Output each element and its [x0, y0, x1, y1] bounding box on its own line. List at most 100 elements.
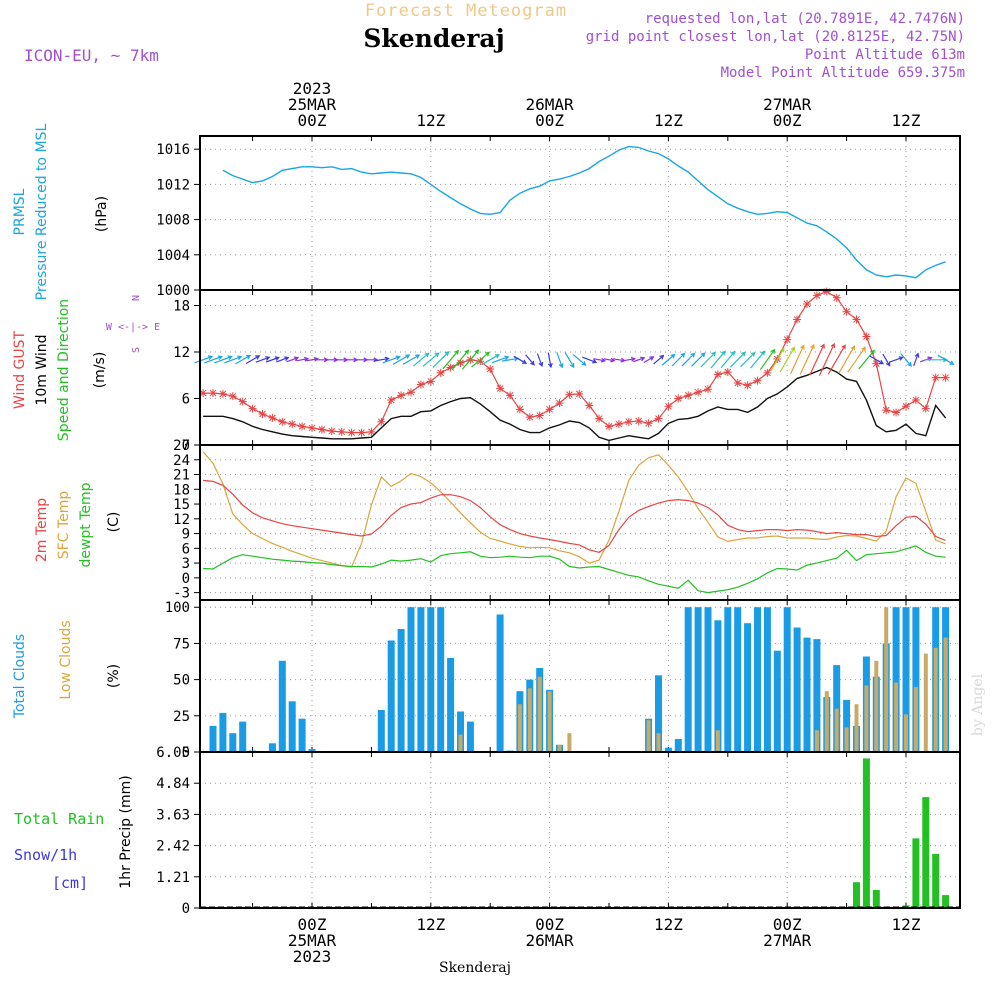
wind-arrow [471, 351, 490, 368]
gust-marker [704, 385, 712, 394]
wind-arrow [759, 348, 776, 371]
gust-marker [565, 390, 574, 399]
gust-marker [456, 358, 465, 367]
low-cloud-bar [943, 637, 948, 752]
total-cloud-bar [664, 747, 672, 752]
bottom-time-label: 12Z [892, 915, 921, 934]
total-cloud-bar [308, 749, 316, 752]
y-tick-label: 18 [173, 482, 190, 498]
low-cloud-bar [844, 727, 849, 752]
wind-arrow [402, 354, 421, 365]
total-cloud-bar [447, 657, 455, 752]
wind-arrow [789, 344, 805, 375]
wind-arrow [661, 353, 676, 366]
wind-arrow [224, 355, 243, 364]
wind-arrow [691, 352, 706, 367]
gust-marker [268, 413, 277, 422]
wind-arrow [336, 357, 349, 363]
wind-arrow [818, 342, 836, 376]
total-cloud-bar [417, 607, 425, 752]
y-tick-label: 27 [173, 438, 190, 454]
total-cloud-bar [912, 607, 920, 752]
clouds-panel: 0 25 50 75 100 [165, 599, 961, 761]
y-tick-label: 3 [182, 556, 190, 572]
wind-arrow [770, 347, 785, 372]
total-cloud-bar [239, 721, 247, 752]
wind-arrow [306, 356, 319, 362]
wind-arrow [461, 349, 480, 370]
gust-marker [248, 404, 257, 413]
gust-marker [812, 291, 821, 300]
gust-marker [209, 389, 217, 398]
gust-line [203, 290, 946, 434]
wind-arrow [882, 353, 891, 367]
gust-marker [624, 417, 633, 426]
low-cloud-bar [824, 691, 829, 752]
top-time-label: 26MAR [526, 95, 575, 114]
gust-marker [941, 373, 950, 382]
wind-arrow [442, 349, 460, 370]
total-cloud-bar [377, 710, 385, 752]
wind-arrow [671, 352, 686, 367]
y-tick-label: -3 [173, 586, 190, 602]
rain-bar [853, 882, 860, 908]
gust-marker [476, 357, 485, 366]
gust-marker [407, 388, 415, 397]
wind-arrow [913, 352, 920, 367]
gust-marker [496, 384, 505, 393]
wind-arrow [525, 354, 535, 366]
wind-arrow [653, 354, 665, 365]
wind-arrow [710, 350, 726, 369]
wind-arrow [700, 351, 717, 368]
total-cloud-bar [437, 607, 445, 752]
gust-marker [506, 391, 514, 400]
gust-marker [486, 365, 495, 374]
gust-marker [327, 427, 336, 436]
low-cloud-bar [864, 685, 869, 752]
low-cloud-bar [904, 714, 908, 752]
wind-arrow [422, 352, 440, 367]
y-tick-label: 24 [173, 453, 190, 469]
wind-arrow [937, 354, 955, 365]
wind-arrow [547, 352, 553, 369]
wind-arrow [296, 356, 310, 362]
total-cloud-bar [783, 607, 791, 752]
bottom-time-label: 27MAR [763, 931, 812, 950]
total-cloud-bar [902, 607, 910, 752]
gust-marker [674, 394, 683, 403]
panel-border [199, 289, 961, 446]
bottom-time-label: 12Z [416, 915, 445, 934]
total-rain-label: Total Rain [14, 810, 104, 828]
prmsl-line [222, 145, 946, 279]
gust-marker [723, 368, 732, 377]
panel-border [199, 444, 961, 601]
top-time-label: 25MAR [288, 95, 337, 114]
wind-arrow [432, 351, 450, 369]
temp-dewpt-label: dewpt Temp [78, 482, 94, 567]
low-cloud-bar [923, 653, 928, 752]
total-cloud-bar [268, 743, 276, 752]
top-time-label: 12Z [892, 111, 921, 130]
low-cloud-bar [913, 686, 918, 752]
gust-marker [308, 423, 316, 432]
total-cloud-bar [803, 637, 811, 752]
wind-arrow [245, 355, 261, 365]
gust-marker [337, 427, 346, 436]
rain-bar [922, 797, 930, 908]
total-cloud-bar [763, 607, 771, 752]
low-cloud-bar [894, 682, 899, 752]
y-tick-label: 6 [182, 541, 190, 557]
gust-marker [743, 381, 752, 390]
y-tick-label: 75 [173, 636, 190, 652]
gust-marker [228, 392, 237, 401]
wind-arrow [900, 353, 912, 367]
wind-arrow [750, 350, 766, 369]
y-tick-label: 1012 [156, 177, 190, 193]
gust-marker [278, 417, 287, 426]
gust-marker [416, 380, 425, 389]
wind-arrow [412, 352, 430, 367]
wind-arrow [889, 356, 904, 363]
gust-marker [575, 389, 584, 398]
compass-s: S [131, 347, 142, 353]
